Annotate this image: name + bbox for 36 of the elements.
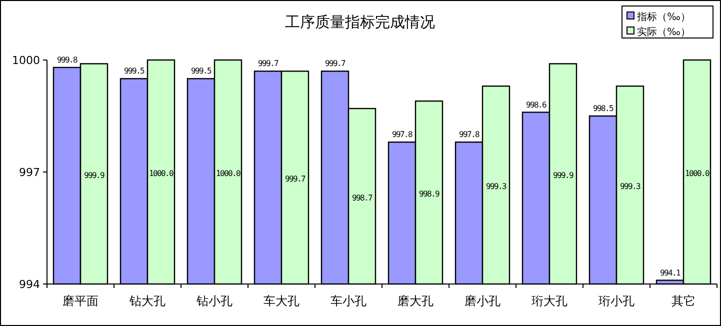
data-label: 994.1 (660, 268, 682, 278)
legend-label: 实际（‰） (637, 26, 690, 38)
y-tick-label: 997 (19, 166, 40, 179)
x-tick-label: 钻小孔 (196, 294, 232, 308)
data-label: 999.5 (124, 66, 146, 76)
data-label: 1000.0 (216, 169, 242, 178)
data-label: 999.7 (258, 59, 280, 68)
data-label: 999.9 (84, 170, 106, 180)
data-label: 998.7 (352, 193, 374, 202)
chart-title: 工序质量指标完成情况 (285, 13, 435, 31)
data-label: 1000.0 (684, 169, 710, 178)
x-tick-label: 车小孔 (330, 294, 366, 308)
y-tick-label: 1000 (12, 54, 40, 67)
x-tick-label: 车大孔 (264, 294, 300, 308)
y-tick-label: 994 (19, 278, 40, 291)
data-label: 999.7 (284, 174, 306, 184)
x-tick-label: 磨小孔 (464, 294, 500, 308)
data-label: 999.8 (56, 55, 78, 64)
data-label: 997.8 (392, 130, 414, 140)
data-label: 999.3 (486, 182, 508, 192)
data-label: 998.5 (592, 104, 614, 113)
legend-label: 指标（‰） (636, 11, 690, 23)
x-tick-label: 珩大孔 (532, 294, 568, 308)
data-label: 1000.0 (148, 169, 174, 178)
data-label: 998.6 (526, 100, 548, 110)
x-tick-label: 其它 (672, 294, 696, 308)
data-label: 999.9 (552, 170, 574, 180)
data-label: 999.7 (324, 59, 346, 68)
x-tick-label: 磨平面 (62, 294, 98, 308)
data-label: 997.8 (458, 130, 480, 140)
data-label: 998.9 (418, 190, 440, 199)
x-tick-label: 钻大孔 (128, 294, 166, 308)
x-tick-label: 珩小孔 (598, 294, 634, 308)
data-label: 999.3 (620, 182, 642, 192)
x-tick-label: 磨大孔 (398, 294, 434, 308)
data-label: 999.5 (190, 66, 212, 76)
